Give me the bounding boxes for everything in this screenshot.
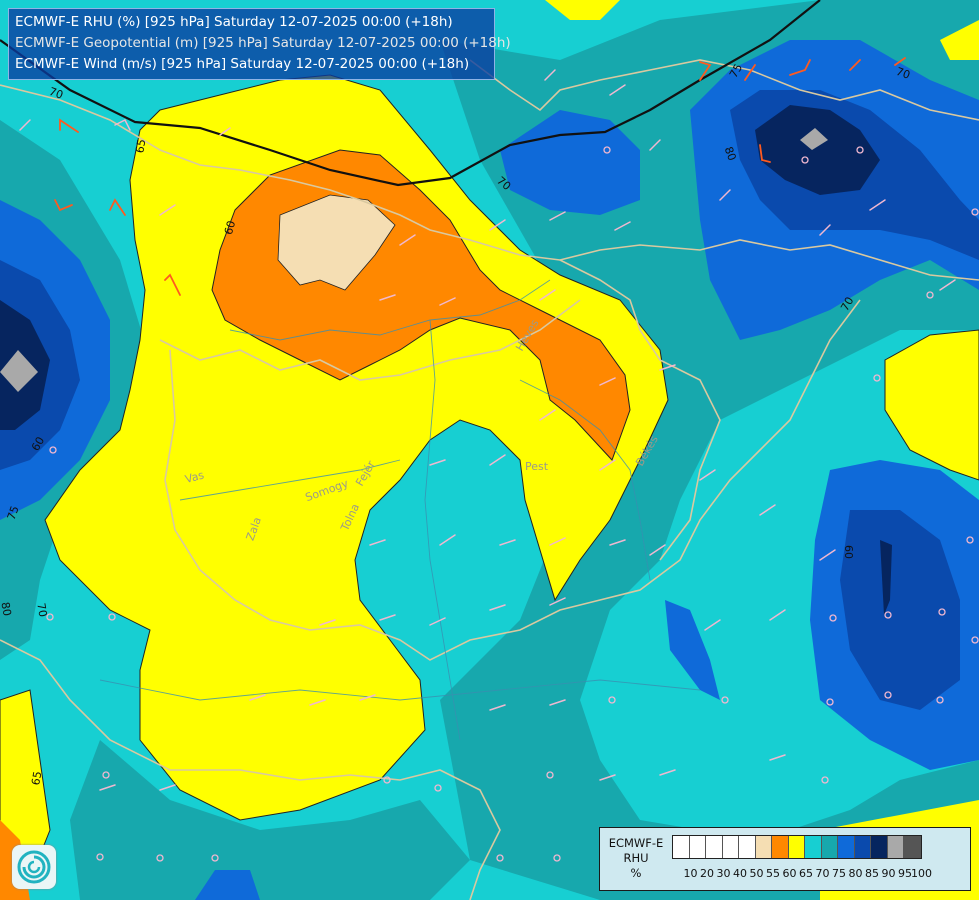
rivers (99, 279, 701, 741)
rhu-80-region-north (500, 110, 640, 215)
legend-tick-label: 20 (700, 867, 714, 880)
legend-tick-label: 75 (832, 867, 846, 880)
contour-label: 70 (894, 65, 912, 82)
legend-tick-label: 90 (881, 867, 896, 880)
legend-swatch (673, 836, 690, 858)
legend-tick-label: 80 (848, 867, 863, 880)
legend-ticks: 10 20 30 40 50 55 60 65 70 75 80 85 90 95 100 (672, 867, 972, 881)
rhu-65-region-central (44, 74, 669, 821)
ecmwf-swirl-icon (12, 845, 56, 889)
geopotential-isoline (0, 0, 821, 187)
rhu-90-region-northeast (755, 105, 880, 195)
place-label-vas: Vas (184, 468, 206, 486)
legend-swatch (904, 836, 921, 858)
legend-swatch (871, 836, 888, 858)
legend-swatch (805, 836, 822, 858)
title-rhu: ECMWF-E RHU (%) [925 hPa] Saturday 12-07… (15, 14, 453, 30)
contour-label: 60 (29, 435, 47, 454)
legend-label-unit: % (630, 866, 642, 880)
rhu-65-region-northeast-edge (940, 20, 979, 60)
legend-tick-label: 100 (911, 867, 932, 880)
legend-tick-label: 30 (716, 867, 731, 880)
wind-barbs-strong (54, 57, 906, 296)
contour-label: 70 (34, 602, 49, 618)
legend-tick-label: 40 (733, 867, 747, 880)
legend-swatch (689, 836, 706, 858)
legend-label-variable: RHU (623, 851, 649, 865)
contour-label: 75 (5, 504, 22, 522)
wind-barbs (19, 69, 956, 791)
contour-label: 75 (727, 62, 745, 81)
rhu-65-region-east (884, 329, 979, 481)
contour-label: 80 (722, 145, 739, 163)
legend-tick-label: 50 (749, 867, 764, 880)
contour-label: 60 (222, 219, 238, 236)
legend-tick-label: 55 (766, 867, 780, 880)
legend-swatch (739, 836, 756, 858)
rhu-55-region (277, 194, 396, 291)
legend-tick-label: 60 (782, 867, 797, 880)
rhu-90-region-east (880, 540, 892, 615)
legend-swatch (706, 836, 723, 858)
legend-swatch (772, 836, 789, 858)
legend-swatch (838, 836, 855, 858)
legend-swatch (788, 836, 805, 858)
legend-label: ECMWF-E RHU % (603, 836, 669, 881)
legend-swatch (821, 836, 838, 858)
legend-swatches (672, 835, 922, 859)
contour-label: 70 (838, 295, 856, 314)
contour-label: 70 (47, 85, 65, 102)
title-wind: ECMWF-E Wind (m/s) [925 hPa] Saturday 12… (15, 56, 470, 72)
legend-tick-label: 95 (898, 867, 912, 880)
contour-label: 65 (29, 770, 44, 786)
rhu-80-region-small (665, 600, 720, 700)
color-legend: ECMWF-E RHU % 10 20 30 40 50 55 60 65 70 75 80 85 90… (599, 827, 971, 891)
title-geopotential: ECMWF-E Geopotential (m) [925 hPa] Satur… (15, 35, 511, 51)
contour-label: 60 (842, 545, 855, 559)
legend-swatch (854, 836, 871, 858)
legend-label-model: ECMWF-E (608, 836, 664, 850)
legend-tick-label: 70 (815, 867, 830, 880)
rhu-80-region-southwest (195, 870, 260, 900)
rhu-85-region-east (840, 510, 960, 710)
legend-swatch (755, 836, 772, 858)
legend-tick-label: 65 (799, 867, 813, 880)
calm-markers (46, 146, 979, 862)
contour-labels: 60 60 60 65 65 70 70 70 70 70 75 75 80 8… (0, 62, 912, 787)
contour-label: 65 (133, 138, 148, 154)
legend-tick-label: 85 (865, 867, 879, 880)
map-title-box: ECMWF-E RHU (%) [925 hPa] Saturday 12-07… (8, 8, 511, 80)
rhu-65-region-north (545, 0, 620, 20)
legend-swatch (722, 836, 739, 858)
legend-swatch (887, 836, 904, 858)
rhu-95-patch-northeast (800, 128, 828, 150)
rhu-75-region-south (70, 740, 470, 900)
borders (0, 59, 979, 900)
rhu-95-patch-west (0, 350, 38, 392)
place-label-pest: Pest (525, 460, 549, 473)
legend-tick-label: 10 (683, 867, 698, 880)
contour-label: 80 (0, 601, 14, 617)
